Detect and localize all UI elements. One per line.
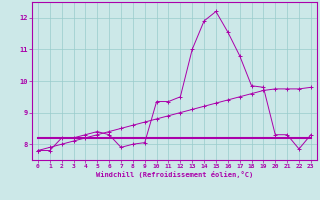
X-axis label: Windchill (Refroidissement éolien,°C): Windchill (Refroidissement éolien,°C) [96, 171, 253, 178]
